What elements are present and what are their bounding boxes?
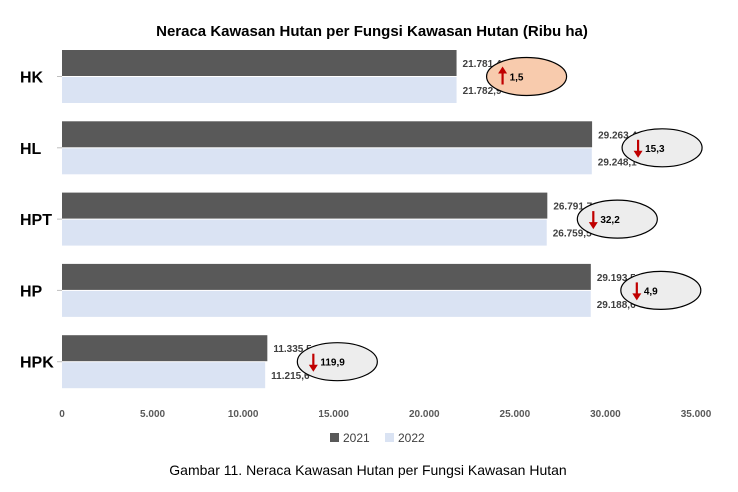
- x-tick-label: 5.000: [140, 409, 165, 420]
- bar-hp-2022: [62, 290, 591, 317]
- arrow-down-icon: [632, 282, 642, 301]
- badge-value: 1,5: [510, 73, 524, 84]
- bar-hpk-2021: [62, 335, 268, 362]
- plot-area: HK 21.781,4 21.782,9 1,5 HL 29.263,4 29.248,1 1…: [20, 50, 712, 420]
- badge-ellipse: [621, 128, 703, 168]
- data-label-hpt-2021: 26.791,7: [553, 202, 592, 213]
- data-label-hl-2021: 29.263,4: [598, 130, 637, 141]
- data-label-hp-2022: 29.188,6: [597, 300, 636, 311]
- bar-hk-2022: [62, 77, 457, 103]
- data-label-hl-2022: 29.248,1: [598, 157, 637, 168]
- change-badge-hk: 1,5: [485, 56, 568, 97]
- chart-title: Neraca Kawasan Hutan per Fungsi Kawasan …: [156, 23, 588, 40]
- category-label-hpk: HPK: [20, 355, 54, 372]
- data-label-hp-2021: 29.193,5: [597, 273, 636, 284]
- x-tick-label: 25.000: [500, 409, 531, 420]
- category-label-hk: HK: [20, 70, 44, 87]
- figure-caption: Gambar 11. Neraca Kawasan Hutan per Fung…: [169, 462, 566, 478]
- change-badge-hp: 4,9: [620, 270, 702, 310]
- data-label-hk-2022: 21.782,9: [463, 86, 502, 97]
- badge-ellipse: [576, 199, 658, 239]
- badge-ellipse: [296, 342, 378, 382]
- legend-swatch-2021: [330, 433, 339, 442]
- bar-hpt-2021: [62, 192, 548, 219]
- arrow-down-icon: [588, 211, 598, 230]
- x-tick-label: 35.000: [681, 409, 712, 420]
- change-badge-hpk: 119,9: [296, 342, 378, 382]
- x-tick-label: 10.000: [228, 409, 259, 420]
- category-label-hpt: HPT: [20, 212, 52, 229]
- data-label-hpt-2022: 26.759,5: [553, 229, 592, 240]
- category-label-hp: HP: [20, 283, 43, 300]
- bar-hpk-2022: [62, 362, 266, 389]
- badge-value: 119,9: [320, 358, 345, 369]
- change-badge-hpt: 32,2: [576, 199, 658, 239]
- bar-hk-2021: [62, 50, 457, 76]
- bar-hl-2021: [62, 121, 593, 148]
- bar-hl-2022: [62, 148, 592, 175]
- x-tick-label: 20.000: [409, 409, 440, 420]
- legend-swatch-2022: [385, 433, 394, 442]
- badge-ellipse: [620, 270, 702, 310]
- badge-value: 15,3: [645, 144, 665, 155]
- category-label-hl: HL: [20, 141, 42, 158]
- x-tick-label: 0: [59, 409, 65, 420]
- legend-label-2021: 2021: [343, 431, 370, 445]
- data-label-hpk-2021: 11.335,5: [273, 344, 312, 355]
- badge-value: 4,9: [644, 286, 658, 297]
- bar-hp-2021: [62, 263, 591, 290]
- bar-hpt-2022: [62, 219, 547, 246]
- badge-value: 32,2: [600, 215, 620, 226]
- legend-label-2022: 2022: [398, 431, 425, 445]
- arrow-up-icon: [498, 66, 508, 85]
- data-label-hk-2021: 21.781,4: [463, 59, 502, 70]
- legend: 2021 2022: [330, 431, 425, 445]
- arrow-down-icon: [308, 353, 318, 372]
- x-tick-label: 30.000: [590, 409, 621, 420]
- change-badge-hl: 15,3: [621, 128, 703, 168]
- data-label-hpk-2022: 11.215,6: [271, 371, 310, 382]
- arrow-down-icon: [633, 139, 643, 158]
- badge-ellipse: [485, 56, 568, 97]
- x-tick-label: 15.000: [318, 409, 349, 420]
